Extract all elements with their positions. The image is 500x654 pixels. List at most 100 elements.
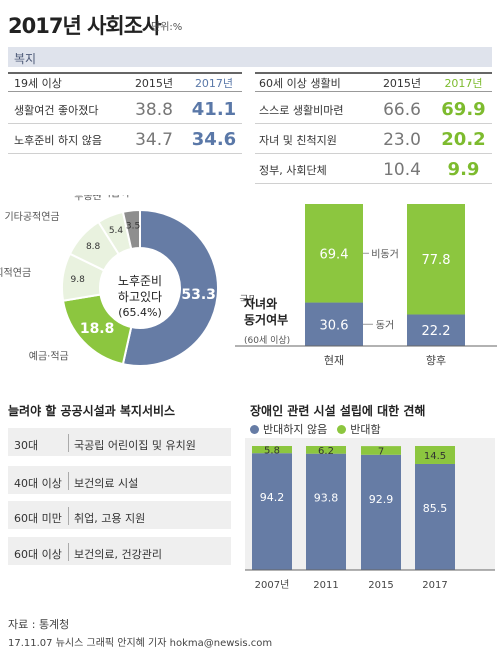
donut-category-label: 기타공적연금 [4,211,59,223]
bar-value-label: 94.2 [260,491,285,504]
cohab-bottom-label: 동거 [376,319,394,331]
bar-value-label: 92.9 [369,493,394,506]
service-age: 40대 이상 [14,477,62,490]
service-text: 취업, 고용 지원 [74,512,146,525]
donut-value-label: 5.4 [109,226,124,236]
value-2015: 34.7 [135,129,173,150]
row-label: 스스로 생활비마련 [259,103,344,117]
unit-label: 단위:% [151,22,183,33]
services-title: 늘려야 할 공공시설과 복지서비스 [8,404,176,418]
bar-value-label: 77.8 [422,253,451,268]
value-2015: 23.0 [383,129,421,150]
row-label: 정부, 사회단체 [259,163,327,177]
service-text: 보건의료 시설 [74,477,139,490]
bar-value-label: 30.6 [320,318,349,333]
row-label: 노후준비 하지 않음 [14,133,102,147]
value-2017: 20.2 [441,129,486,150]
page-title: 2017년 사회조사 [8,14,161,38]
table-right: 60세 이상 생활비 2015년 2017년 스스로 생활비마련 66.6 69… [255,72,492,192]
donut-value-label: 9.8 [70,275,85,285]
donut-center-line1: 노후준비 [117,274,163,288]
donut-category-label: 예금·적금 [29,350,69,362]
service-age: 30대 [14,439,39,452]
legend-dot-blue-icon [250,424,259,434]
donut-category-label: 퇴직급여 [93,195,130,200]
donut-category-label: 국민연금 [239,294,255,306]
value-2017: 69.9 [441,99,486,120]
legend-dot-green-icon [337,424,347,434]
table-left-header-label: 19세 이상 [14,76,62,90]
cohab-title-line2: 동거여부 [244,313,289,327]
bar-value-label: 22.2 [422,324,451,339]
bar-cohab [407,314,465,346]
service-age: 60대 이상 [14,548,62,561]
cohab-note: (60세 이상) [244,336,291,346]
bar-not-oppose [361,454,401,570]
donut-center-line3: (65.4%) [118,306,162,319]
donut-value-label: 8.8 [86,242,101,252]
bar-value-label: 69.4 [320,247,349,262]
source-label: 자료 : 통계청 [8,618,70,631]
row-label: 자녀 및 친척지원 [259,133,337,147]
bar-oppose [306,446,346,454]
value-2015: 38.8 [135,99,173,120]
donut-category-label: 사회적연금 [0,267,31,279]
table-right-header: 60세 이상 생활비 2015년 2017년 [255,72,492,92]
value-2015: 66.6 [383,99,421,120]
bar-value-label: 14.5 [424,451,446,462]
list-item: 60대 미만 취업, 고용 지원 [8,501,231,531]
legend-label-b: 반대함 [350,423,381,436]
table-right-year-a: 2015년 [382,76,422,90]
donut-chart: 53.3 국민연금 18.8 예금·적금 9.8 사회적연금 8.8 기타공적연금 5.4 부동산… [0,195,255,367]
donut-center-label: 노후준비 하고있다 (65.4%) [108,273,172,321]
welfare-tab: 복지 [8,47,492,67]
bar-oppose [361,446,401,455]
table-right-year-b: 2017년 [444,76,483,90]
value-2015: 10.4 [383,159,421,180]
divider [68,507,69,525]
value-2017: 34.6 [191,129,237,150]
x-tick-label: 2015 [368,580,393,591]
credit-label: 17.11.07 뉴시스 그래픽 안지혜 기자 hokma@newsis.com [8,638,273,649]
bar-cohab [305,302,363,346]
legend-label-a: 반대하지 않음 [263,423,328,436]
donut-slice [121,208,141,251]
table-left-year-b: 2017년 [194,76,234,90]
donut-center-line2: 하고있다 [117,290,163,304]
x-tick-label: 2017 [422,580,447,591]
value-2017: 9.9 [447,159,480,180]
x-tick-label: 2011 [313,580,338,591]
row-label: 생활여건 좋아졌다 [14,103,99,117]
donut-category-label: 부동산 [74,195,102,203]
donut-value-label: 3.5 [126,221,140,231]
table-left-header: 19세 이상 2015년 2017년 [8,72,242,92]
bar-oppose [252,446,292,454]
welfare-tab-label: 복지 [14,52,37,66]
list-item: 60대 이상 보건의료, 건강관리 [8,537,231,567]
table-left-year-a: 2015년 [134,76,174,90]
divider [68,543,69,561]
bar-oppose [415,446,455,464]
disabled-chart: 94.2 5.8 2007년 93.8 6.2 2011 92.9 7 2015 85.5 14.5… [245,438,495,591]
bar-value-label: 5.8 [264,446,280,457]
bar-value-label: 7 [378,446,384,457]
donut-slice [121,208,219,367]
disabled-title: 장애인 관련 시설 설립에 대한 견해 [250,404,426,418]
bar-not-oppose [306,453,346,570]
bar-non-cohab [305,204,363,303]
table-right-header-label: 60세 이상 생활비 [259,76,341,90]
cohab-title-line1: 자녀와 [244,297,278,311]
table-left: 19세 이상 2015년 2017년 생활여건 좋아졌다 38.8 41.1 노… [8,72,242,162]
service-text: 국공립 어린이집 및 유치원 [74,439,196,452]
cohab-title: 자녀와 동거여부 [244,296,288,328]
bar-not-oppose [252,453,292,570]
disabled-legend: 반대하지 않음 반대함 [250,421,381,437]
table-row: 생활여건 좋아졌다 38.8 41.1 [8,96,242,124]
value-2017: 41.1 [191,99,237,120]
table-row: 자녀 및 친척지원 23.0 20.2 [255,126,492,154]
x-tick-label: 향후 [426,354,446,367]
bar-not-oppose [415,463,455,570]
list-item: 30대 국공립 어린이집 및 유치원 [8,428,231,458]
table-row: 스스로 생활비마련 66.6 69.9 [255,96,492,124]
